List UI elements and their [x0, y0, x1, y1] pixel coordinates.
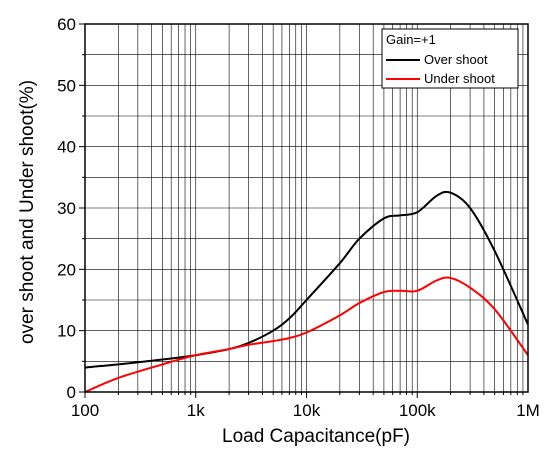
x-tick-label: 100: [71, 401, 99, 420]
x-tick-label: 100k: [399, 401, 436, 420]
y-tick-label: 60: [57, 15, 76, 34]
x-tick-label: 1k: [187, 401, 205, 420]
y-tick-label: 30: [57, 199, 76, 218]
y-tick-label: 0: [67, 383, 76, 402]
legend-label-over-shoot: Over shoot: [424, 52, 488, 67]
x-axis-title: Load Capacitance(pF): [222, 426, 410, 447]
x-tick-label: 1M: [516, 401, 540, 420]
lines-layer: [84, 190, 529, 393]
series-line-under-shoot: [84, 276, 529, 393]
y-axis-title: over shoot and Under shoot(%): [17, 80, 38, 344]
y-tick-label: 20: [57, 260, 76, 279]
legend: Gain=+1 Over shoot Under shoot: [381, 28, 519, 89]
y-tick-label: 10: [57, 322, 76, 341]
y-tick-label: 50: [57, 76, 76, 95]
legend-box: [381, 28, 519, 89]
ticks-layer: 100 1k 10k 100k 1M 0 10 20 30 40 50 60: [57, 15, 540, 420]
legend-title: Gain=+1: [386, 32, 436, 47]
x-tick-label: 10k: [293, 401, 321, 420]
y-tick-label: 40: [57, 138, 76, 157]
legend-label-under-shoot: Under shoot: [424, 71, 495, 86]
